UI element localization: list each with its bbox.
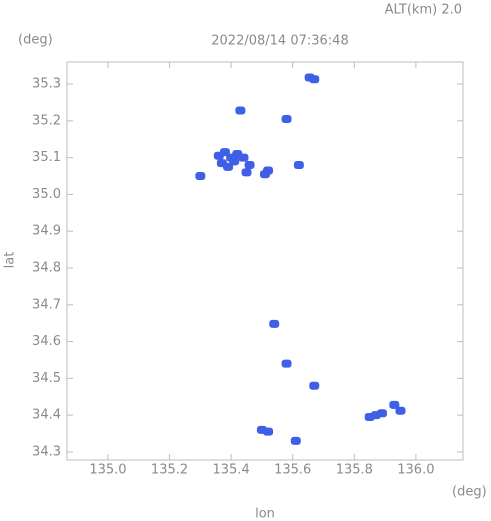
echo	[238, 153, 249, 162]
y-unit: (deg)	[18, 33, 53, 48]
y-tick-label: 35.3	[32, 77, 61, 92]
y-tick-label: 35.1	[32, 150, 61, 165]
echo	[281, 115, 292, 124]
x-tick-label: 135.6	[274, 463, 311, 478]
echo	[281, 359, 292, 368]
plot-frame	[66, 61, 464, 461]
echo	[290, 436, 301, 445]
y-tick-label: 34.9	[32, 224, 61, 239]
echo	[235, 106, 246, 115]
y-tick-label: 34.4	[32, 408, 61, 423]
y-tick-label: 34.8	[32, 260, 61, 275]
echo	[223, 162, 234, 171]
echo	[260, 170, 270, 179]
x-tick-label: 136.0	[397, 463, 434, 478]
subtitle: ALT(km) 2.0	[385, 3, 462, 18]
y-axis-label: lat	[3, 252, 18, 269]
x-tick-label: 135.8	[336, 463, 373, 478]
x-unit: (deg)	[452, 485, 487, 500]
echo	[395, 406, 406, 415]
echo	[244, 160, 255, 169]
x-tick-label: 135.2	[151, 463, 188, 478]
echo	[263, 427, 274, 436]
chart-title: 2022/08/14 07:36:48	[211, 34, 348, 49]
y-tick-label: 35.0	[32, 187, 61, 202]
y-tick-label: 34.7	[32, 297, 61, 312]
echo	[309, 75, 320, 84]
echo	[269, 319, 280, 328]
echo	[229, 157, 240, 166]
y-tick-label: 34.6	[32, 334, 61, 349]
echo	[219, 148, 230, 157]
echo	[389, 400, 400, 409]
x-tick-label: 135.0	[89, 463, 126, 478]
y-tick-label: 34.5	[32, 371, 61, 386]
x-axis-label: lon	[255, 507, 275, 521]
echo	[195, 172, 206, 181]
echo	[293, 160, 304, 169]
x-tick-label: 135.4	[213, 463, 250, 478]
y-tick-label: 35.2	[32, 113, 61, 128]
echo	[241, 168, 252, 177]
echo	[309, 381, 320, 390]
echo	[377, 409, 388, 418]
y-tick-label: 34.3	[32, 444, 61, 459]
